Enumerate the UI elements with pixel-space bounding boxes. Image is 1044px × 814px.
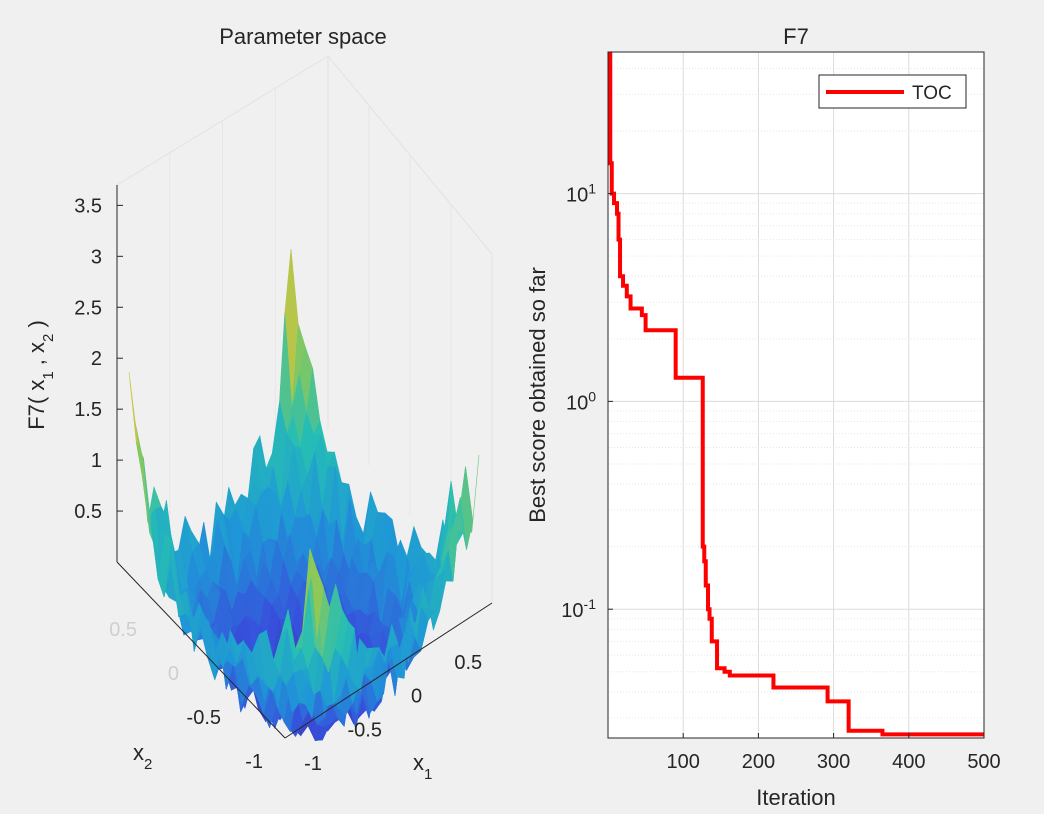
z-axis-label: F7( x1 , x2 ) — [24, 320, 57, 430]
surface-patch — [135, 441, 150, 533]
x-tick-label: 100 — [667, 751, 700, 773]
surface-mesh — [128, 248, 480, 742]
x2-tick-label: 0 — [168, 663, 179, 685]
x2-tick-label: -1 — [245, 751, 263, 773]
convergence-title: F7 — [783, 24, 809, 49]
surface-floor-axes — [116, 561, 493, 739]
z-tick-label: 2 — [91, 348, 102, 370]
plot-frame — [607, 51, 985, 739]
x2-axis-ticks: -1 -0.5 0 0.5 — [109, 619, 263, 773]
grid-lines — [608, 52, 985, 738]
y-tick-label: 101 — [566, 181, 596, 207]
x1-tick-label: 0 — [411, 686, 422, 708]
z-tick-label: 2.5 — [74, 297, 102, 319]
x2-tick-label: 0.5 — [109, 619, 137, 641]
surface-plot: Parameter space 0.5 1 1.5 2 2.5 3 3.5 -1 -0.5 0 0… — [24, 24, 493, 783]
x2-tick-label: -0.5 — [187, 707, 221, 729]
x1-tick-label: 0.5 — [454, 652, 482, 674]
z-axis-ticks: 0.5 1 1.5 2 2.5 3 3.5 — [74, 195, 123, 523]
x-axis-ticks: 100 200 300 400 500 — [667, 733, 1001, 773]
z-tick-label: 3.5 — [74, 195, 102, 217]
convergence-plot: F7 100 200 300 400 500 10-1 100 101 Best score… — [525, 24, 1001, 810]
y-tick-label: 100 — [566, 388, 596, 414]
x1-tick-label: -0.5 — [348, 719, 382, 741]
x1-tick-label: -1 — [304, 753, 322, 775]
legend: TOC — [818, 74, 967, 109]
plot-area — [608, 52, 984, 738]
y-axis-label: Best score obtained so far — [525, 267, 550, 523]
surface-patch — [309, 548, 324, 639]
x1-axis-label: x1 — [413, 750, 432, 783]
toc-series-line — [608, 52, 984, 737]
x2-axis-label: x2 — [133, 740, 152, 773]
z-tick-label: 3 — [91, 246, 102, 268]
x-axis-label: Iteration — [756, 785, 836, 810]
x1-axis-ticks: -1 -0.5 0 0.5 — [304, 652, 482, 775]
z-tick-label: 0.5 — [74, 501, 102, 523]
x-tick-label: 300 — [817, 751, 850, 773]
z-tick-label: 1.5 — [74, 399, 102, 421]
surface-axes-box — [116, 55, 493, 603]
x-tick-label: 400 — [892, 751, 925, 773]
z-tick-label: 1 — [91, 450, 102, 472]
legend-label-toc: TOC — [912, 83, 952, 104]
x-tick-label: 500 — [967, 751, 1000, 773]
y-tick-label: 10-1 — [561, 596, 596, 622]
surface-title: Parameter space — [219, 24, 387, 49]
y-axis-ticks: 10-1 100 101 — [561, 181, 613, 622]
x-tick-label: 200 — [742, 751, 775, 773]
